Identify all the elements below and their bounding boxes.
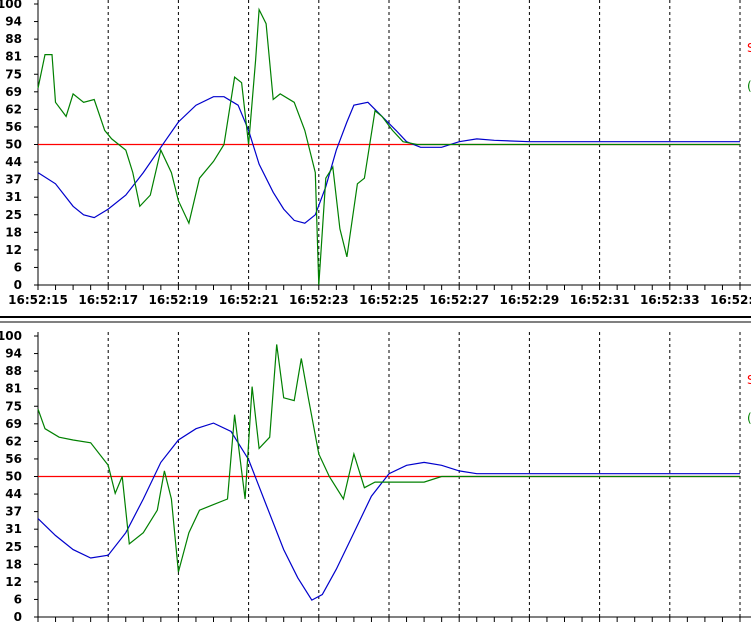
legend-glyph: ( [747, 79, 751, 93]
y-tick-label: 88 [5, 364, 22, 378]
y-tick-label: 12 [5, 575, 22, 589]
y-tick-label: 50 [5, 138, 22, 152]
y-tick-label: 44 [5, 155, 22, 169]
y-tick-label: 18 [5, 225, 22, 239]
y-tick-label: 12 [5, 243, 22, 257]
legend-glyph: ( [747, 411, 751, 425]
x-tick-label: 16:52:33 [640, 293, 700, 307]
y-tick-label: 0 [14, 278, 22, 292]
x-tick-label: 16:52:25 [359, 293, 419, 307]
y-tick-label: 56 [5, 452, 22, 466]
y-tick-label: 100 [0, 329, 22, 343]
x-tick-label: 16:52:27 [429, 293, 489, 307]
y-tick-label: 25 [5, 208, 22, 222]
y-tick-label: 88 [5, 32, 22, 46]
x-tick-label: 16:52:19 [149, 293, 209, 307]
y-tick-label: 31 [5, 522, 22, 536]
y-tick-label: 56 [5, 120, 22, 134]
x-tick-label: 16:52:21 [219, 293, 279, 307]
y-tick-label: 94 [5, 347, 22, 361]
y-tick-label: 0 [14, 610, 22, 624]
y-tick-label: 25 [5, 540, 22, 554]
y-tick-label: 18 [5, 557, 22, 571]
bottom-chart: 100 94 88 81 75 69 62 56 50 44 37 31 25 18 12 6 0 S ( [0, 329, 751, 624]
y-tick-label: 94 [5, 15, 22, 29]
y-tick-label: 6 [14, 592, 22, 606]
x-tick-label: 16:52:15 [8, 293, 68, 307]
y-tick-label: 44 [5, 487, 22, 501]
x-tick-label: 16:52:23 [289, 293, 349, 307]
y-tick-label: 69 [5, 85, 22, 99]
series-line-1 [37, 96, 740, 224]
y-tick-label: 81 [5, 382, 22, 396]
series-line-2 [37, 7, 740, 286]
legend-glyph: S [747, 41, 751, 55]
y-tick-label: 81 [5, 50, 22, 64]
y-tick-label: 37 [5, 173, 22, 187]
y-tick-label: 75 [5, 67, 22, 81]
x-tick-label: 16:52:29 [500, 293, 560, 307]
y-tick-label: 6 [14, 260, 22, 274]
series-line-1 [37, 422, 740, 601]
y-tick-label: 62 [5, 102, 22, 116]
y-tick-label: 37 [5, 505, 22, 519]
y-tick-label: 31 [5, 190, 22, 204]
x-tick-label: 16:52:17 [78, 293, 138, 307]
top-chart: 10094888175696256504437312518126016:52:1… [0, 0, 751, 307]
series-line-2 [37, 344, 740, 573]
y-tick-label: 62 [5, 434, 22, 448]
y-tick-label: 100 [0, 0, 22, 11]
legend-glyph: S [747, 373, 751, 387]
y-tick-label: 69 [5, 417, 22, 431]
x-tick-label: 16:52:31 [570, 293, 630, 307]
x-tick-label: 16:52:35 [710, 293, 751, 307]
y-tick-label: 75 [5, 399, 22, 413]
y-tick-label: 50 [5, 470, 22, 484]
